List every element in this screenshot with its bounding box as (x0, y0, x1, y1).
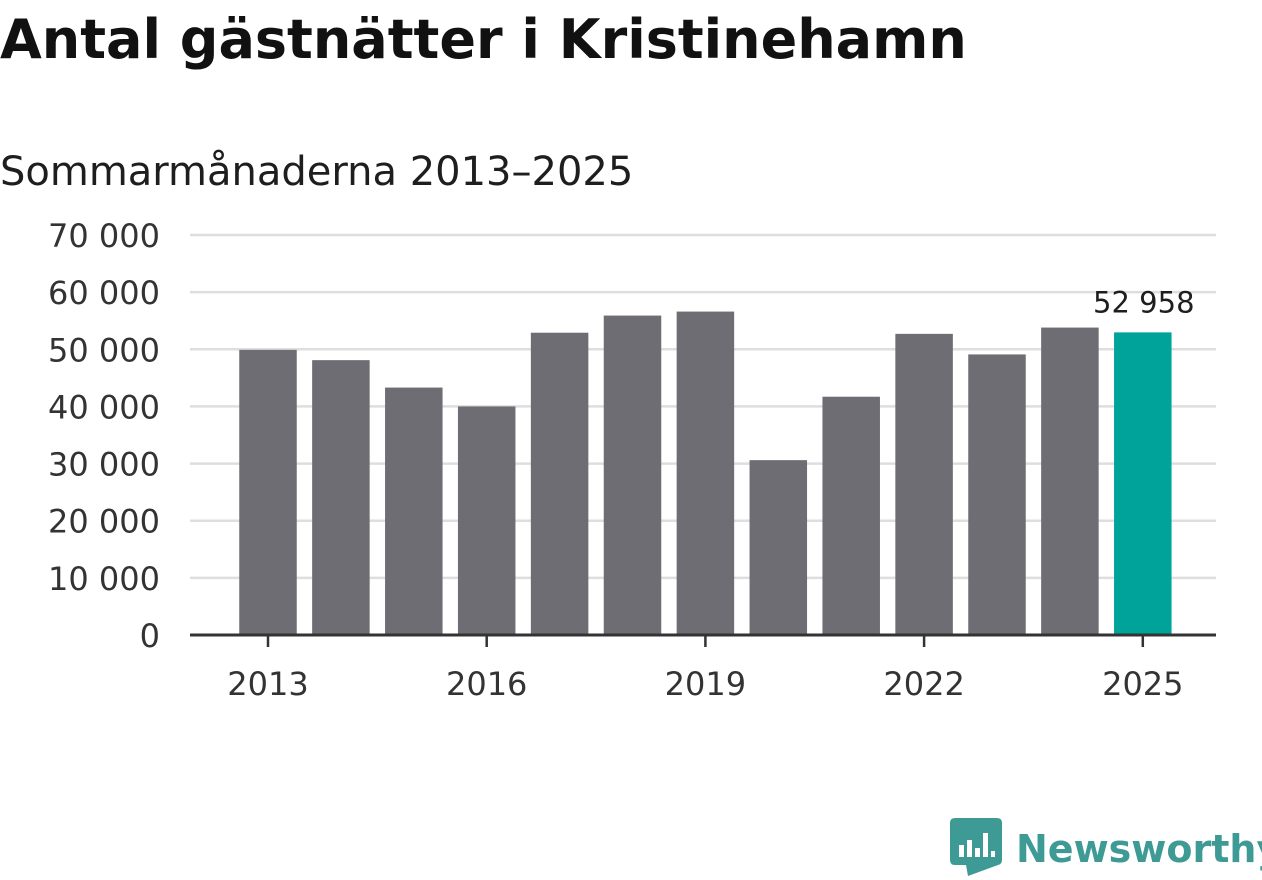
x-axis-tick-labels: 2013 2016 2019 2022 2025 (227, 665, 1183, 703)
y-axis-tick-labels: 0 10 000 20 000 30 000 40 000 50 000 60 000 70 … (48, 217, 160, 655)
chart-subtitle: Sommarmånaderna 2013–2025 (0, 149, 634, 195)
y-tick-label: 70 000 (48, 217, 160, 255)
chart-title: Antal gästnätter i Kristinehamn (0, 8, 967, 71)
bar-2018 (603, 315, 662, 635)
y-tick-label: 20 000 (48, 503, 160, 541)
bar-2022 (895, 333, 953, 635)
bar-2017 (530, 332, 589, 635)
x-tick-label: 2013 (227, 665, 308, 703)
x-tick-label: 2019 (665, 665, 746, 703)
bar-2013 (239, 349, 297, 635)
bar-2014 (312, 360, 370, 635)
bar-2024 (1041, 327, 1099, 635)
y-tick-label: 60 000 (48, 274, 160, 312)
y-tick-label: 30 000 (48, 446, 160, 484)
newsworthy-logo-icon (950, 818, 1002, 876)
data-label-2025: 52 958 (1093, 285, 1194, 319)
x-tick-label: 2025 (1102, 665, 1183, 703)
bars (239, 311, 1172, 635)
newsworthy-logo: Newsworthy (950, 818, 1262, 880)
bar-2015 (385, 387, 443, 635)
bar-2020 (749, 460, 808, 635)
brand-name: Newsworthy (1016, 827, 1262, 871)
y-tick-label: 50 000 (48, 331, 160, 369)
bar-2019 (676, 311, 735, 635)
bar-2025 (1114, 332, 1172, 635)
x-tick-label: 2022 (883, 665, 964, 703)
bar-2023 (968, 354, 1026, 635)
y-tick-label: 40 000 (48, 388, 160, 426)
data-labels: 52 958 (1093, 285, 1194, 319)
x-axis (190, 633, 1216, 647)
bar-2021 (822, 396, 880, 635)
x-tick-label: 2016 (446, 665, 527, 703)
bar-2016 (457, 406, 516, 635)
y-tick-label: 10 000 (48, 560, 160, 598)
y-tick-label: 0 (140, 617, 160, 655)
